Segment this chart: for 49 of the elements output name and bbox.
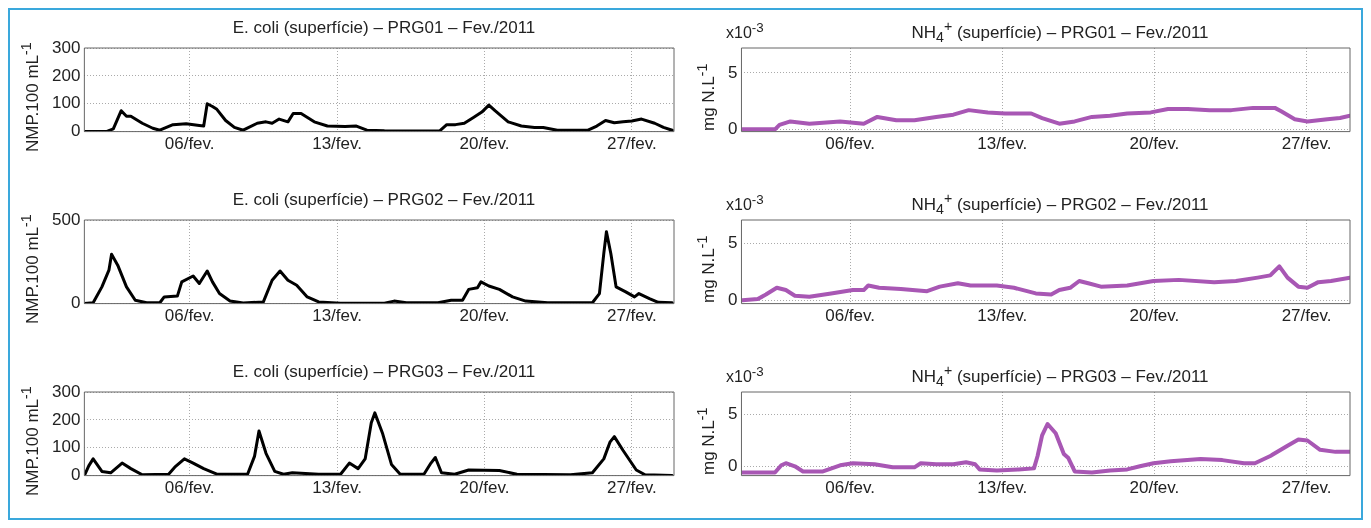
x-tick-label: 13/fev.: [312, 306, 362, 326]
chart-title: NH$_{4}$$^{+}$ (superfície) – PRG02 – Fev./2011: [910, 190, 1210, 218]
y-tick-label: 5: [727, 233, 738, 253]
y-tick-label: 200: [51, 409, 81, 429]
x-tick-label: 06/fev.: [164, 478, 215, 498]
x-tick-label: 06/fev.: [825, 306, 876, 326]
y-tick-label: 200: [51, 65, 81, 85]
y-tick-label: 500: [51, 209, 81, 229]
y-tick-label: 0: [70, 465, 81, 485]
chart-title: NH$_{4}$$^{+}$ (superfície) – PRG01 – Fev./2011: [910, 18, 1210, 46]
x-tick-label: 27/fev.: [606, 306, 657, 326]
x-tick-label: 13/fev.: [977, 306, 1028, 326]
x-tick-label: 06/fev.: [825, 478, 876, 498]
x-tick-label: 06/fev.: [164, 134, 215, 154]
text: x10$^{-3}$: [726, 192, 764, 215]
x-tick-label: 13/fev.: [977, 134, 1028, 154]
y-tick-label: 300: [51, 37, 81, 57]
chart-title: E. coli (superfície) – PRG03 – Fev./2011: [231, 362, 537, 382]
y-tick-label: 100: [51, 437, 81, 457]
x-tick-label: 27/fev.: [606, 134, 657, 154]
y-tick-label: 300: [51, 381, 81, 401]
chart-title: E. coli (superfície) – PRG02 – Fev./2011: [231, 190, 537, 210]
x-tick-label: 20/fev.: [1129, 306, 1180, 326]
y-tick-label: 100: [51, 93, 81, 113]
chart-title: E. coli (superfície) – PRG01 – Fev./2011: [231, 18, 537, 38]
y-tick-label: 0: [727, 119, 738, 139]
y-tick-label: 0: [727, 289, 738, 309]
text: x10$^{-3}$: [726, 364, 764, 387]
x-tick-label: 20/fev.: [459, 306, 510, 326]
chart-title: NH$_{4}$$^{+}$ (superfície) – PRG03 – Fev./2011: [910, 362, 1210, 390]
y-tick-label: 5: [727, 62, 738, 82]
y-tick-label: 5: [727, 404, 738, 424]
x-tick-label: 13/fev.: [312, 478, 362, 498]
x-tick-label: 06/fev.: [164, 306, 215, 326]
x-tick-label: 20/fev.: [459, 134, 510, 154]
y-tick-label: 0: [727, 456, 738, 475]
x-tick-label: 27/fev.: [1281, 306, 1332, 326]
text: x10$^{-3}$: [726, 20, 764, 43]
x-tick-label: 27/fev.: [1281, 134, 1332, 154]
x-tick-label: 27/fev.: [606, 478, 657, 498]
x-tick-label: 20/fev.: [1129, 134, 1180, 154]
y-tick-label: 0: [70, 293, 81, 313]
x-tick-label: 13/fev.: [312, 134, 362, 154]
x-tick-label: 20/fev.: [1129, 478, 1180, 498]
x-tick-label: 27/fev.: [1281, 478, 1332, 498]
x-tick-label: 06/fev.: [825, 134, 876, 154]
y-tick-label: 0: [70, 121, 81, 141]
x-tick-label: 13/fev.: [977, 478, 1028, 498]
x-tick-label: 20/fev.: [459, 478, 510, 498]
